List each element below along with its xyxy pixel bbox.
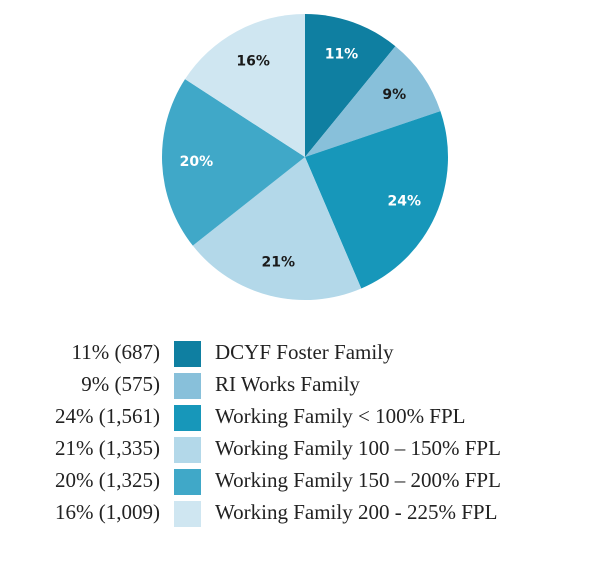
slice-label: 20% — [180, 154, 214, 170]
legend-count: (1,009) — [99, 500, 160, 524]
slice-label: 24% — [387, 193, 421, 209]
legend-percent: 24% — [55, 404, 94, 428]
legend-percent: 11% — [72, 340, 110, 364]
legend-percent: 9% — [81, 372, 109, 396]
pie-slice — [192, 157, 362, 301]
legend-value: 20% (1,325) — [55, 468, 160, 492]
legend-value: 16% (1,009) — [55, 500, 160, 524]
slice-label: 11% — [325, 47, 359, 63]
pie-slice — [305, 46, 441, 157]
slice-label: 21% — [261, 254, 295, 270]
legend-label: DCYF Foster Family — [215, 340, 394, 364]
legend-swatch — [174, 341, 201, 367]
legend-label: Working Family 100 – 150% FPL — [215, 436, 501, 460]
pie-slice — [305, 111, 448, 289]
legend-count: (1,325) — [99, 468, 160, 492]
legend-swatch — [174, 373, 201, 399]
legend-label: RI Works Family — [215, 372, 360, 396]
legend-label: Working Family < 100% FPL — [215, 404, 466, 428]
legend-percent: 20% — [55, 468, 94, 492]
legend-label: Working Family 200 - 225% FPL — [215, 500, 497, 524]
slice-label: 16% — [236, 54, 270, 70]
legend-swatch — [174, 405, 201, 431]
legend-value: 24% (1,561) — [55, 404, 160, 428]
legend-value: 21% (1,335) — [55, 436, 160, 460]
legend-label: Working Family 150 – 200% FPL — [215, 468, 501, 492]
legend-swatch — [174, 501, 201, 527]
legend-value: 11% (687) — [72, 340, 160, 364]
legend-count: (575) — [115, 372, 161, 396]
legend-swatch — [174, 437, 201, 463]
legend-count: (687) — [115, 340, 161, 364]
legend-percent: 21% — [55, 436, 94, 460]
legend-swatch — [174, 469, 201, 495]
legend-value: 9% (575) — [81, 372, 160, 396]
legend-count: (1,335) — [99, 436, 160, 460]
pie-slice — [162, 79, 305, 246]
pie-slice — [305, 14, 396, 157]
legend-count: (1,561) — [99, 404, 160, 428]
slice-label: 9% — [382, 87, 406, 103]
pie-slice — [185, 14, 305, 157]
legend-percent: 16% — [55, 500, 94, 524]
